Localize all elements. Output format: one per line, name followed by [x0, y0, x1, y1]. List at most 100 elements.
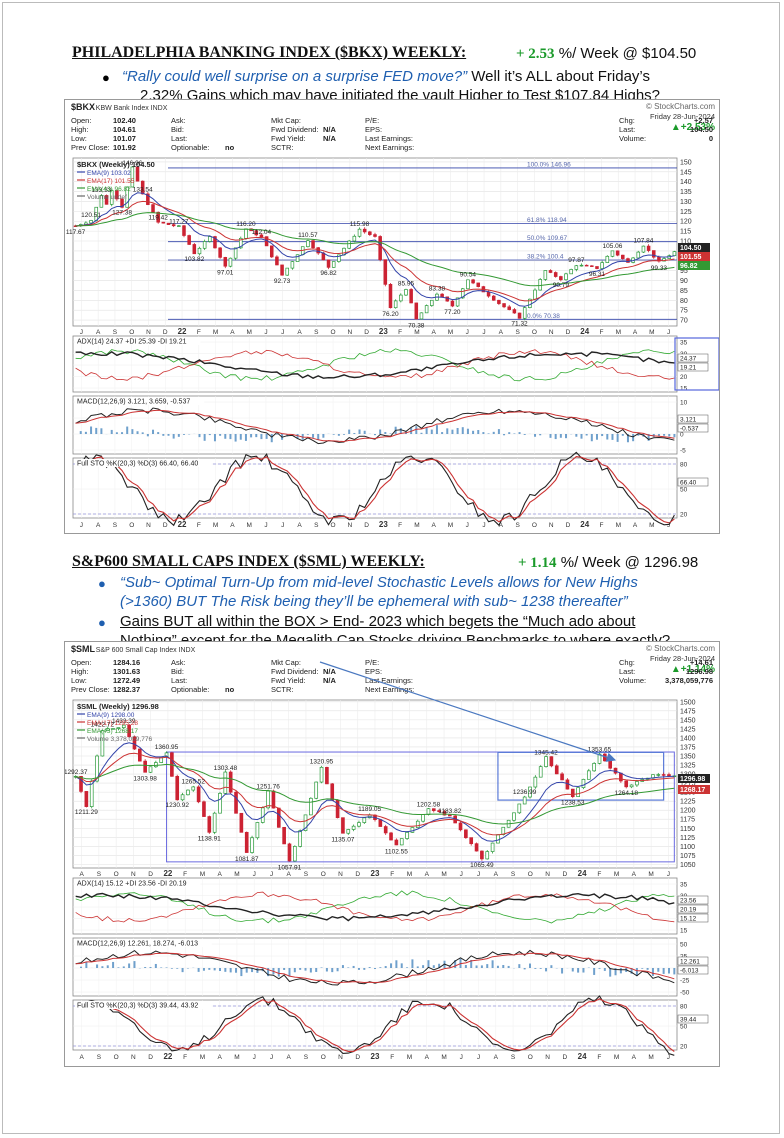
x-tick-label: M — [414, 522, 419, 529]
header-field: Next Earnings: — [365, 685, 414, 694]
x-tick-label: M — [246, 522, 251, 529]
macd-histogram-bar — [619, 968, 622, 974]
candle-body — [202, 801, 206, 817]
x-tick-label: O — [321, 1054, 326, 1061]
x-tick-label: D — [364, 522, 369, 529]
candle-body — [388, 284, 393, 309]
x-tick-label: A — [632, 871, 637, 878]
price-y-tick: 120 — [680, 219, 692, 226]
price-y-tick: 1100 — [680, 844, 695, 851]
price-annotation: 1264.18 — [614, 790, 638, 797]
ema17-line — [75, 200, 675, 302]
candle-body — [362, 817, 367, 823]
candle-body — [275, 256, 279, 266]
price-y-tick: 130 — [680, 199, 692, 206]
macd-histogram-bar — [229, 434, 232, 440]
candle-body — [223, 771, 228, 794]
candle-body — [79, 776, 83, 792]
macd-histogram-bar — [539, 968, 542, 969]
header-field: 104.50 — [690, 125, 713, 134]
macd-histogram-bar — [390, 963, 393, 968]
candle-body — [269, 245, 274, 258]
macd-histogram-bar — [167, 434, 170, 436]
candle-body — [405, 832, 409, 839]
candle-body — [197, 247, 202, 255]
macd-histogram-bar — [299, 968, 302, 970]
macd-histogram-bar — [464, 964, 467, 968]
x-tick-label: O — [129, 522, 134, 529]
price-annotation: 71.32 — [511, 320, 528, 327]
candle-body — [490, 842, 495, 852]
candle-body — [415, 820, 420, 828]
x-tick-label: D — [364, 329, 369, 336]
x-tick-label: M — [246, 329, 251, 336]
x-tick-label: J — [667, 329, 670, 336]
x-tick-label: O — [321, 871, 326, 878]
sto-panel-badge: 66.40 — [680, 480, 697, 487]
header-field: 1296.98 — [686, 667, 713, 676]
price-y-tick: 1175 — [680, 817, 695, 824]
candle-body — [290, 261, 295, 269]
x-tick-label: S — [515, 522, 520, 529]
sto-panel-label-bg — [75, 1001, 212, 1009]
fib-label: 50.0% 109.67 — [527, 235, 568, 242]
macd-histogram-bar — [668, 434, 671, 437]
macd-histogram-bar — [181, 968, 184, 973]
header-field: Last: — [619, 667, 635, 676]
macd-histogram-bar — [466, 428, 469, 434]
x-tick-label: S — [97, 1054, 102, 1061]
x-tick-label: N — [347, 522, 352, 529]
macd-histogram-bar — [255, 434, 258, 438]
candle-body — [218, 247, 222, 258]
x-tick-label: A — [230, 329, 235, 336]
candle-body — [600, 262, 604, 269]
x-tick-label: M — [648, 871, 653, 878]
macd-histogram-bar — [160, 967, 163, 968]
macd-histogram-bar — [309, 968, 312, 973]
macd-histogram-bar — [441, 432, 444, 434]
legend-entry: EMA(17) 1295.28 — [87, 720, 138, 727]
x-tick-label: D — [355, 871, 360, 878]
macd-histogram-bar — [482, 432, 485, 434]
chart-symbol: $BKX — [71, 102, 95, 112]
macd-histogram-bar — [288, 968, 291, 977]
candle-body — [419, 312, 424, 320]
price-annotation: 107.84 — [633, 237, 653, 244]
header-field: Fwd Dividend: — [271, 667, 319, 676]
price-annotation: 103.82 — [184, 256, 204, 263]
price-y-tick: 1450 — [680, 717, 696, 724]
x-tick-label: J — [477, 1054, 480, 1061]
price-annotation: 110.57 — [298, 232, 318, 239]
candle-body — [330, 783, 335, 801]
macd-histogram-bar — [343, 434, 346, 435]
candle-body — [125, 186, 129, 208]
price-annotation: 1422.72 — [91, 722, 115, 729]
candle-body — [148, 766, 153, 773]
price-y-tick: 125 — [680, 209, 692, 216]
bkx-chart: $BKX KBW Bank Index INDX © StockCharts.com… — [64, 99, 720, 534]
candle-body — [89, 780, 94, 807]
x-tick-label: O — [532, 522, 537, 529]
x-tick-label: F — [597, 1054, 601, 1061]
macd-histogram-bar — [240, 968, 243, 977]
header-field: 1284.16 — [113, 658, 140, 667]
adx-panel-badge-bg — [677, 362, 709, 372]
macd-histogram-bar — [456, 427, 459, 434]
x-tick-label: N — [545, 871, 550, 878]
last-price-badge-bg — [678, 774, 710, 783]
adx-panel-label-bg — [75, 879, 201, 887]
candle-body — [161, 221, 166, 224]
candle-body — [641, 245, 646, 253]
candle-body — [517, 312, 522, 319]
candle-body — [410, 827, 415, 833]
header-field: SCTR: — [271, 143, 294, 152]
candle-body — [615, 250, 620, 256]
macd-histogram-bar — [486, 964, 489, 968]
candle-body — [533, 289, 537, 300]
macd-histogram-bar — [477, 430, 480, 434]
header-field: SCTR: — [271, 685, 294, 694]
x-tick-label: S — [97, 871, 102, 878]
x-tick-label: J — [281, 329, 284, 336]
candle-body — [89, 220, 93, 224]
